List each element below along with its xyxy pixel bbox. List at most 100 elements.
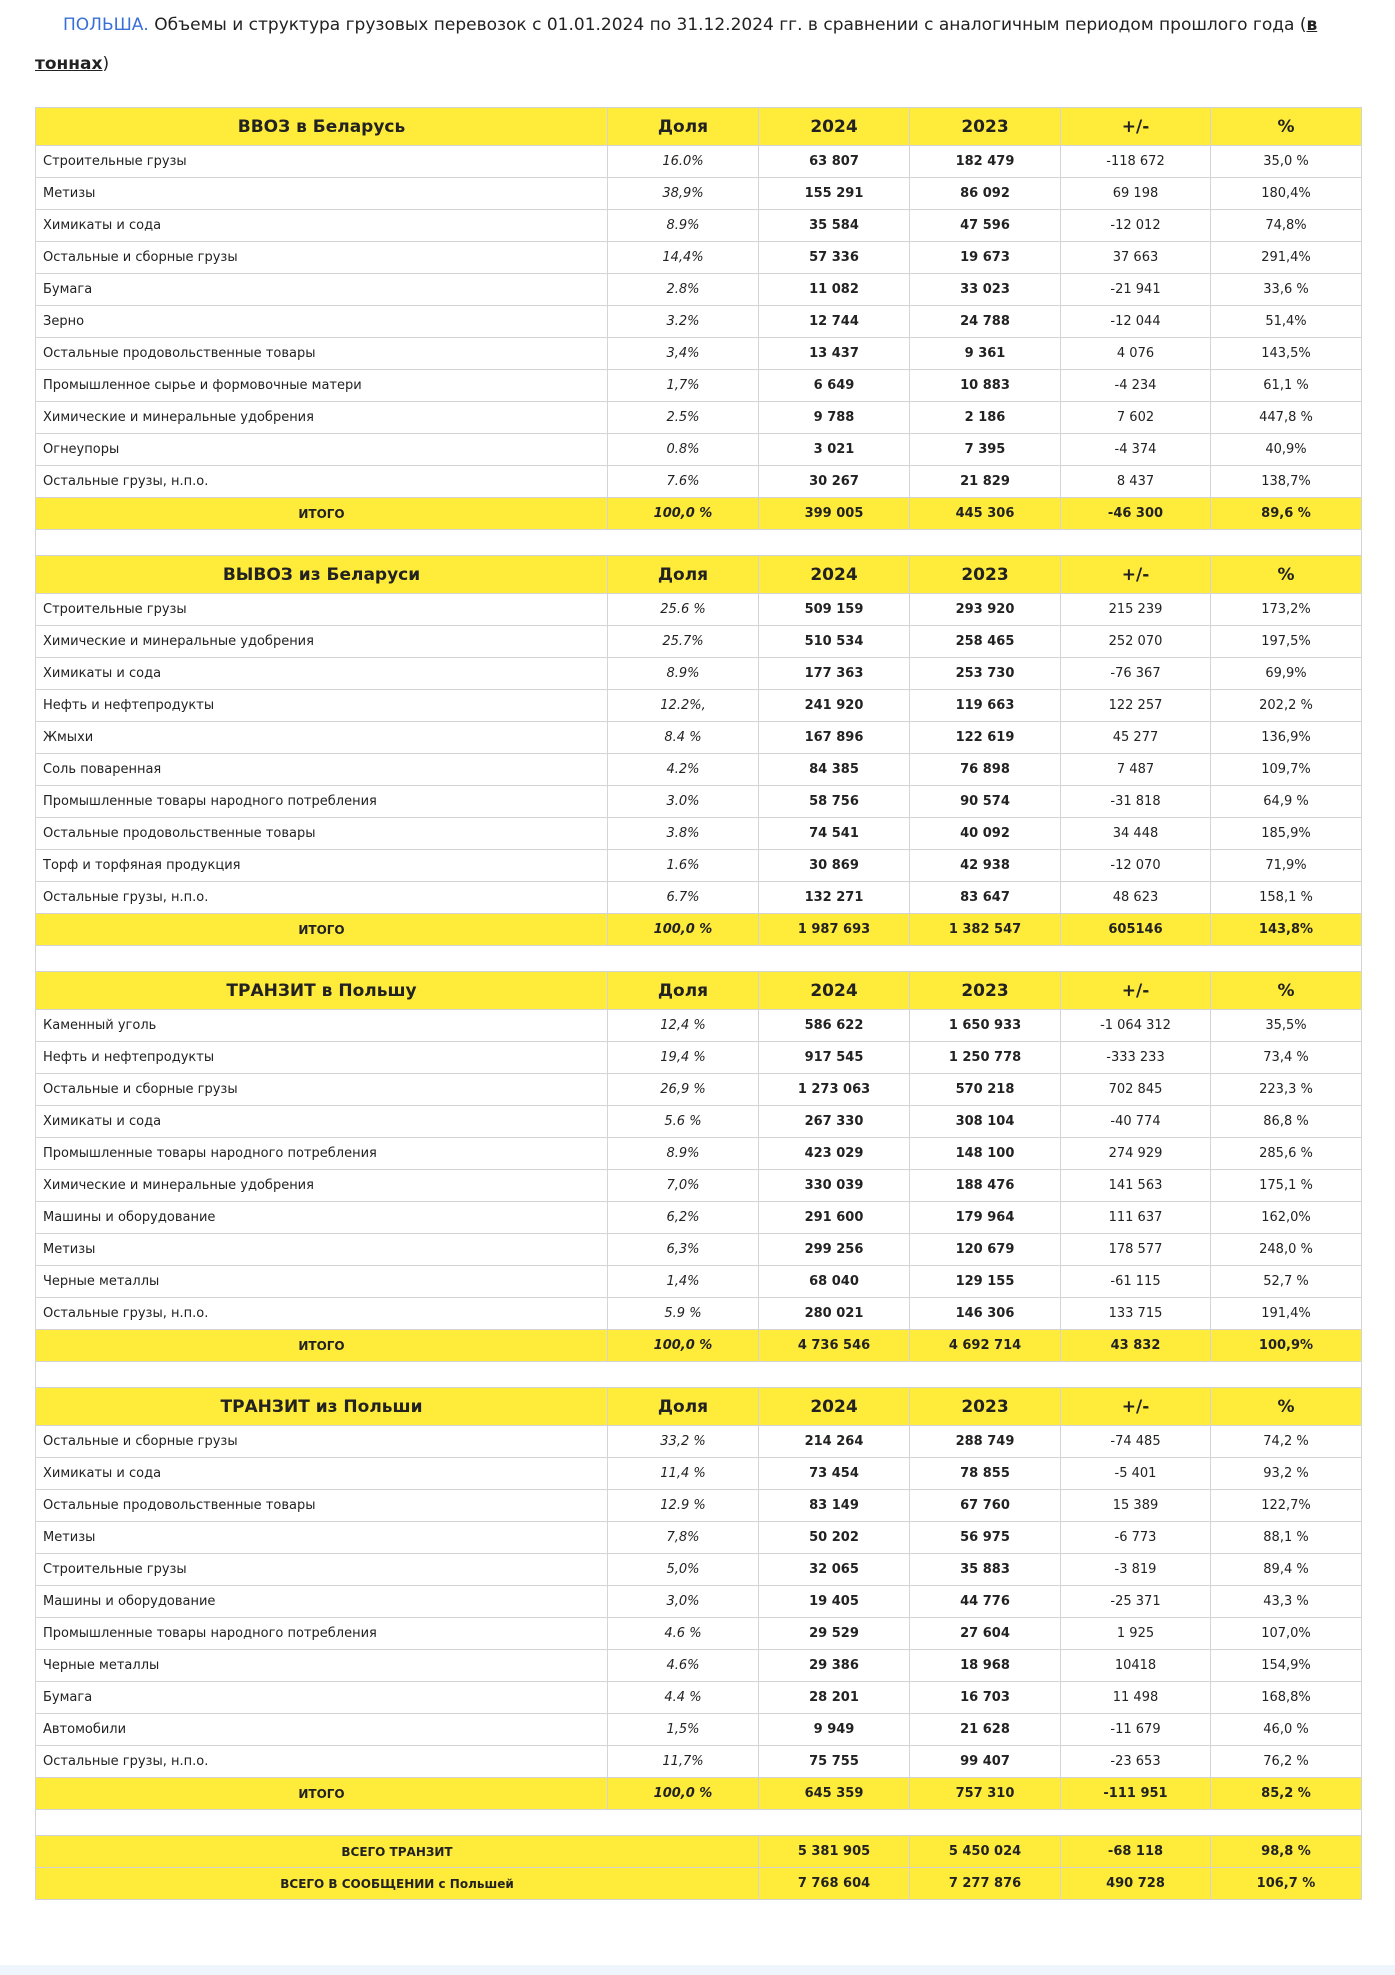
data-row: Нефть и нефтепродукты 19,4 % 917 545 1 250 …	[35, 1041, 1362, 1074]
header-cell: +/-	[1060, 971, 1211, 1010]
value-2023: 129 155	[909, 1265, 1061, 1298]
percent: 158,1 %	[1210, 881, 1362, 914]
value-2024: 3 021	[758, 433, 910, 466]
cargo-name: Торф и торфяная продукция	[35, 849, 608, 882]
percent: 285,6 %	[1210, 1137, 1362, 1170]
percent: 46,0 %	[1210, 1713, 1362, 1746]
country: ПОЛЬША.	[63, 15, 149, 35]
cargo-name: Метизы	[35, 1233, 608, 1266]
header-cell: 2024	[758, 1387, 910, 1426]
percent: 100,9%	[1210, 1329, 1362, 1362]
value-2023: 44 776	[909, 1585, 1061, 1618]
cargo-name: Строительные грузы	[35, 145, 608, 178]
value-2023: 1 650 933	[909, 1009, 1061, 1042]
value-2023: 757 310	[909, 1777, 1061, 1810]
percent: 51,4%	[1210, 305, 1362, 338]
data-row: Остальные грузы, н.п.о. 6.7% 132 271 83 647…	[35, 881, 1362, 914]
difference: 133 715	[1060, 1297, 1211, 1330]
cargo-name: Бумага	[35, 273, 608, 306]
difference: -46 300	[1060, 497, 1211, 530]
total-row: ИТОГО 100,0 % 4 736 546 4 692 714 43 832 100,…	[35, 1329, 1362, 1362]
value-2023: 40 092	[909, 817, 1061, 850]
difference: 178 577	[1060, 1233, 1211, 1266]
data-row: Промышленные товары народного потреблени…	[35, 1137, 1362, 1170]
share: 1,5%	[607, 1713, 759, 1746]
percent: 291,4%	[1210, 241, 1362, 274]
difference: 252 070	[1060, 625, 1211, 658]
share: 12.2%,	[607, 689, 759, 722]
difference: 605146	[1060, 913, 1211, 946]
cargo-name: Метизы	[35, 1521, 608, 1554]
percent: 138,7%	[1210, 465, 1362, 498]
difference: 43 832	[1060, 1329, 1211, 1362]
percent: 89,4 %	[1210, 1553, 1362, 1586]
value-2023: 179 964	[909, 1201, 1061, 1234]
difference: 69 198	[1060, 177, 1211, 210]
share: 2.8%	[607, 273, 759, 306]
header-cell: Доля	[607, 107, 759, 146]
value-2023: 253 730	[909, 657, 1061, 690]
difference: -1 064 312	[1060, 1009, 1211, 1042]
header-cell: %	[1210, 107, 1362, 146]
cargo-name: Остальные и сборные грузы	[35, 1073, 608, 1106]
difference: 215 239	[1060, 593, 1211, 626]
value-2024: 35 584	[758, 209, 910, 242]
difference: -31 818	[1060, 785, 1211, 818]
cargo-name: Машины и оборудование	[35, 1201, 608, 1234]
value-2024: 58 756	[758, 785, 910, 818]
data-row: Машины и оборудование 3,0% 19 405 44 776 -25…	[35, 1585, 1362, 1618]
cargo-name: Промышленные товары народного потреблени…	[35, 1137, 608, 1170]
cargo-name: Остальные продовольственные товары	[35, 337, 608, 370]
cargo-name: Черные металлы	[35, 1265, 608, 1298]
data-row: Метизы 7,8% 50 202 56 975 -6 773 88,1 %	[35, 1521, 1362, 1554]
value-2023: 120 679	[909, 1233, 1061, 1266]
header-cell: %	[1210, 1387, 1362, 1426]
value-2024: 12 744	[758, 305, 910, 338]
percent: 76,2 %	[1210, 1745, 1362, 1778]
percent: 61,1 %	[1210, 369, 1362, 402]
difference: -11 679	[1060, 1713, 1211, 1746]
difference: -4 234	[1060, 369, 1211, 402]
value-2023: 19 673	[909, 241, 1061, 274]
header-cell: ВЫВОЗ из Беларуси	[35, 555, 608, 594]
share: 11,7%	[607, 1745, 759, 1778]
data-row: Бумага 2.8% 11 082 33 023 -21 941 33,6 %	[35, 273, 1362, 306]
share: 100,0 %	[607, 497, 759, 530]
value-2024: 177 363	[758, 657, 910, 690]
value-2023: 67 760	[909, 1489, 1061, 1522]
cargo-name: Химикаты и сода	[35, 657, 608, 690]
value-2023: 10 883	[909, 369, 1061, 402]
share: 6,3%	[607, 1233, 759, 1266]
difference: 702 845	[1060, 1073, 1211, 1106]
units-link[interactable]: в тоннах	[35, 15, 1318, 74]
percent: 43,3 %	[1210, 1585, 1362, 1618]
percent: 202,2 %	[1210, 689, 1362, 722]
cargo-name: Черные металлы	[35, 1649, 608, 1682]
data-row: Химикаты и сода 11,4 % 73 454 78 855 -5 401 9…	[35, 1457, 1362, 1490]
value-2023: 258 465	[909, 625, 1061, 658]
cargo-name: Химические и минеральные удобрения	[35, 625, 608, 658]
value-2024: 509 159	[758, 593, 910, 626]
value-2024: 399 005	[758, 497, 910, 530]
value-2023: 2 186	[909, 401, 1061, 434]
difference: -74 485	[1060, 1425, 1211, 1458]
data-row: Строительные грузы 16.0% 63 807 182 479 -118…	[35, 145, 1362, 178]
difference: -4 374	[1060, 433, 1211, 466]
data-row: Остальные грузы, н.п.о. 11,7% 75 755 99 407…	[35, 1745, 1362, 1778]
percent: 33,6 %	[1210, 273, 1362, 306]
value-2023: 7 277 876	[909, 1867, 1061, 1900]
share: 8.4 %	[607, 721, 759, 754]
percent: 89,6 %	[1210, 497, 1362, 530]
value-2024: 299 256	[758, 1233, 910, 1266]
value-2024: 83 149	[758, 1489, 910, 1522]
share: 3,0%	[607, 1585, 759, 1618]
percent: 69,9%	[1210, 657, 1362, 690]
percent: 35,0 %	[1210, 145, 1362, 178]
total-row: ИТОГО 100,0 % 399 005 445 306 -46 300 89,6 %	[35, 497, 1362, 530]
value-2023: 4 692 714	[909, 1329, 1061, 1362]
share: 5,0%	[607, 1553, 759, 1586]
value-2023: 86 092	[909, 177, 1061, 210]
header-row: ТРАНЗИТ из Польши Доля 2024 2023 +/-%	[35, 1387, 1362, 1426]
value-2023: 76 898	[909, 753, 1061, 786]
percent: 168,8%	[1210, 1681, 1362, 1714]
